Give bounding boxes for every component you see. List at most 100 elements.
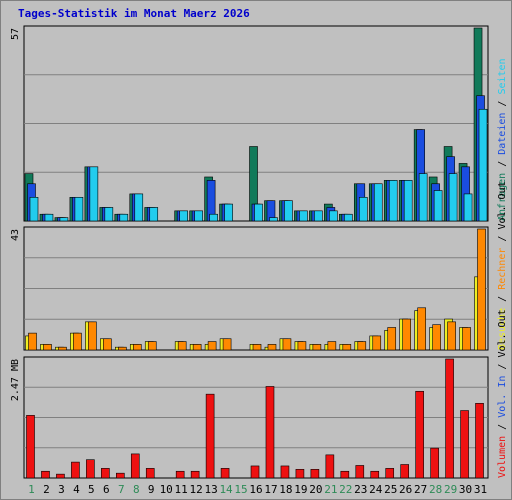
x-tick-label: 23 [354, 483, 367, 496]
legend-item: / [497, 161, 508, 173]
bar-rechner-14 [222, 338, 232, 351]
bar-seiten-12 [194, 210, 203, 222]
x-tick-label: 16 [249, 483, 262, 496]
bar-rechner-7 [118, 346, 127, 351]
bar-seiten-13 [209, 213, 218, 222]
bar-rechner-27 [417, 307, 426, 351]
bar-rechner-6 [103, 338, 112, 351]
bar-rechner-30 [462, 327, 471, 351]
legend-item: / [497, 236, 508, 248]
bar-rechner-3 [58, 346, 67, 351]
x-tick-label: 22 [339, 483, 352, 496]
bar-volumen-2 [41, 470, 50, 479]
bar-rechner-31 [477, 228, 486, 351]
bar-rechner-17 [267, 344, 277, 351]
legend-item: Besuche [497, 308, 508, 350]
x-tick-label: 18 [279, 483, 292, 496]
bar-volumen-3 [56, 473, 65, 479]
bar-volumen-22 [340, 470, 350, 479]
x-tick-label: 8 [133, 483, 140, 496]
bar-seiten-8 [134, 193, 144, 222]
bar-volumen-26 [400, 464, 409, 479]
bar-seiten-11 [179, 210, 188, 222]
legend-bottom: Volumen / Vol. In / Vol. Out [497, 309, 508, 478]
bar-rechner-23 [357, 341, 367, 351]
bar-rechner-13 [207, 341, 217, 351]
bar-seiten-16 [254, 203, 263, 222]
legend-item: / [497, 101, 508, 113]
x-tick-label: 7 [118, 483, 125, 496]
bar-volumen-11 [175, 470, 185, 479]
bar-rechner-9 [147, 341, 157, 351]
bar-seiten-31 [478, 108, 488, 222]
bar-seiten-23 [358, 196, 368, 222]
x-tick-label: 14 [219, 483, 233, 496]
x-tick-label: 24 [369, 483, 383, 496]
bar-seiten-2 [44, 213, 54, 222]
bar-volumen-12 [190, 470, 200, 479]
bar-volumen-9 [145, 468, 155, 479]
x-tick-label: 29 [444, 483, 457, 496]
bar-volumen-24 [370, 470, 380, 479]
legend-item: Vol. Out [497, 181, 508, 235]
x-tick-label: 9 [148, 483, 155, 496]
bar-rechner-18 [282, 338, 292, 351]
bar-volumen-21 [325, 454, 335, 479]
bar-seiten-14 [224, 203, 233, 222]
x-tick-label: 10 [160, 483, 173, 496]
bar-rechner-20 [312, 344, 322, 351]
x-tick-label: 30 [459, 483, 472, 496]
bar-volumen-8 [130, 453, 140, 479]
legend-item: / [497, 424, 508, 436]
y-max-label: 57 [10, 28, 21, 40]
legend-item: Anfragen [497, 173, 508, 221]
bar-volumen-5 [86, 459, 95, 479]
bar-volumen-29 [445, 358, 454, 479]
x-tick-label: 21 [324, 483, 337, 496]
bar-seiten-24 [373, 183, 383, 222]
bar-rechner-4 [73, 332, 82, 351]
bar-rechner-29 [447, 321, 456, 351]
bar-rechner-25 [387, 327, 397, 351]
bar-seiten-19 [299, 210, 308, 222]
legend-item: Dateien [497, 113, 508, 161]
bar-seiten-4 [74, 196, 84, 222]
bar-rechner-12 [192, 344, 202, 351]
bar-volumen-4 [71, 461, 80, 479]
legend-middle: Besuche / Rechner / Vol. Out [497, 181, 508, 350]
bar-seiten-3 [59, 217, 69, 222]
bar-volumen-19 [295, 469, 305, 479]
legend-item: / [497, 296, 508, 308]
bar-seiten-21 [329, 210, 338, 222]
bar-volumen-13 [205, 393, 215, 479]
bar-rechner-28 [432, 324, 441, 351]
legend-item: Vol. In [497, 376, 508, 424]
bar-seiten-5 [89, 166, 99, 222]
y-max-label: 2.47 MB [10, 359, 21, 401]
bar-rechner-8 [132, 344, 142, 351]
bar-seiten-9 [149, 207, 159, 222]
chart-title: Tages-Statistik im Monat Maerz 2026 [18, 7, 250, 20]
x-tick-label: 2 [43, 483, 50, 496]
bar-volumen-20 [310, 469, 320, 479]
x-tick-label: 15 [234, 483, 247, 496]
legend-item: / [497, 364, 508, 376]
bar-volumen-31 [475, 403, 484, 479]
x-tick-label: 5 [88, 483, 95, 496]
bar-seiten-20 [314, 210, 323, 222]
x-tick-label: 28 [429, 483, 442, 496]
x-tick-label: 11 [175, 483, 188, 496]
bar-volumen-23 [355, 465, 365, 479]
x-tick-label: 19 [294, 483, 307, 496]
legend-item: Rechner [497, 248, 508, 296]
legend-top: Anfragen / Dateien / Seiten [497, 58, 508, 221]
bar-volumen-16 [250, 465, 260, 479]
bar-volumen-7 [116, 472, 125, 479]
bar-volumen-28 [430, 447, 439, 479]
bar-rechner-11 [177, 341, 187, 351]
bar-seiten-25 [388, 180, 398, 222]
bar-rechner-24 [372, 335, 382, 351]
bar-seiten-6 [104, 207, 114, 222]
bar-volumen-27 [415, 390, 424, 479]
